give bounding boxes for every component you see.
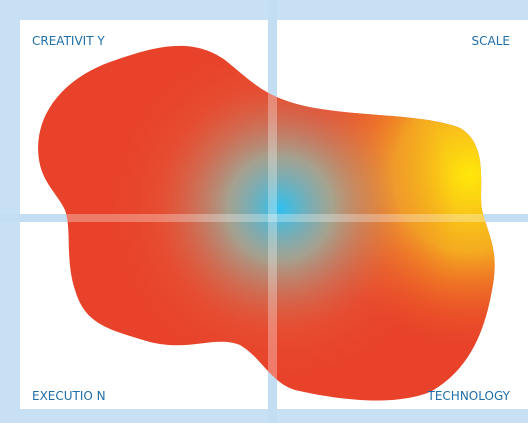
quadrant-label: EXECUTIO N: [32, 389, 106, 403]
divider-overlay: [268, 0, 277, 423]
quadrant-label: TECHNOLOGY: [427, 389, 511, 403]
divider-overlay: [0, 214, 528, 222]
quadrant-label: SCALE: [472, 34, 510, 48]
quadrant-label: CREATIVIT Y: [32, 34, 105, 48]
